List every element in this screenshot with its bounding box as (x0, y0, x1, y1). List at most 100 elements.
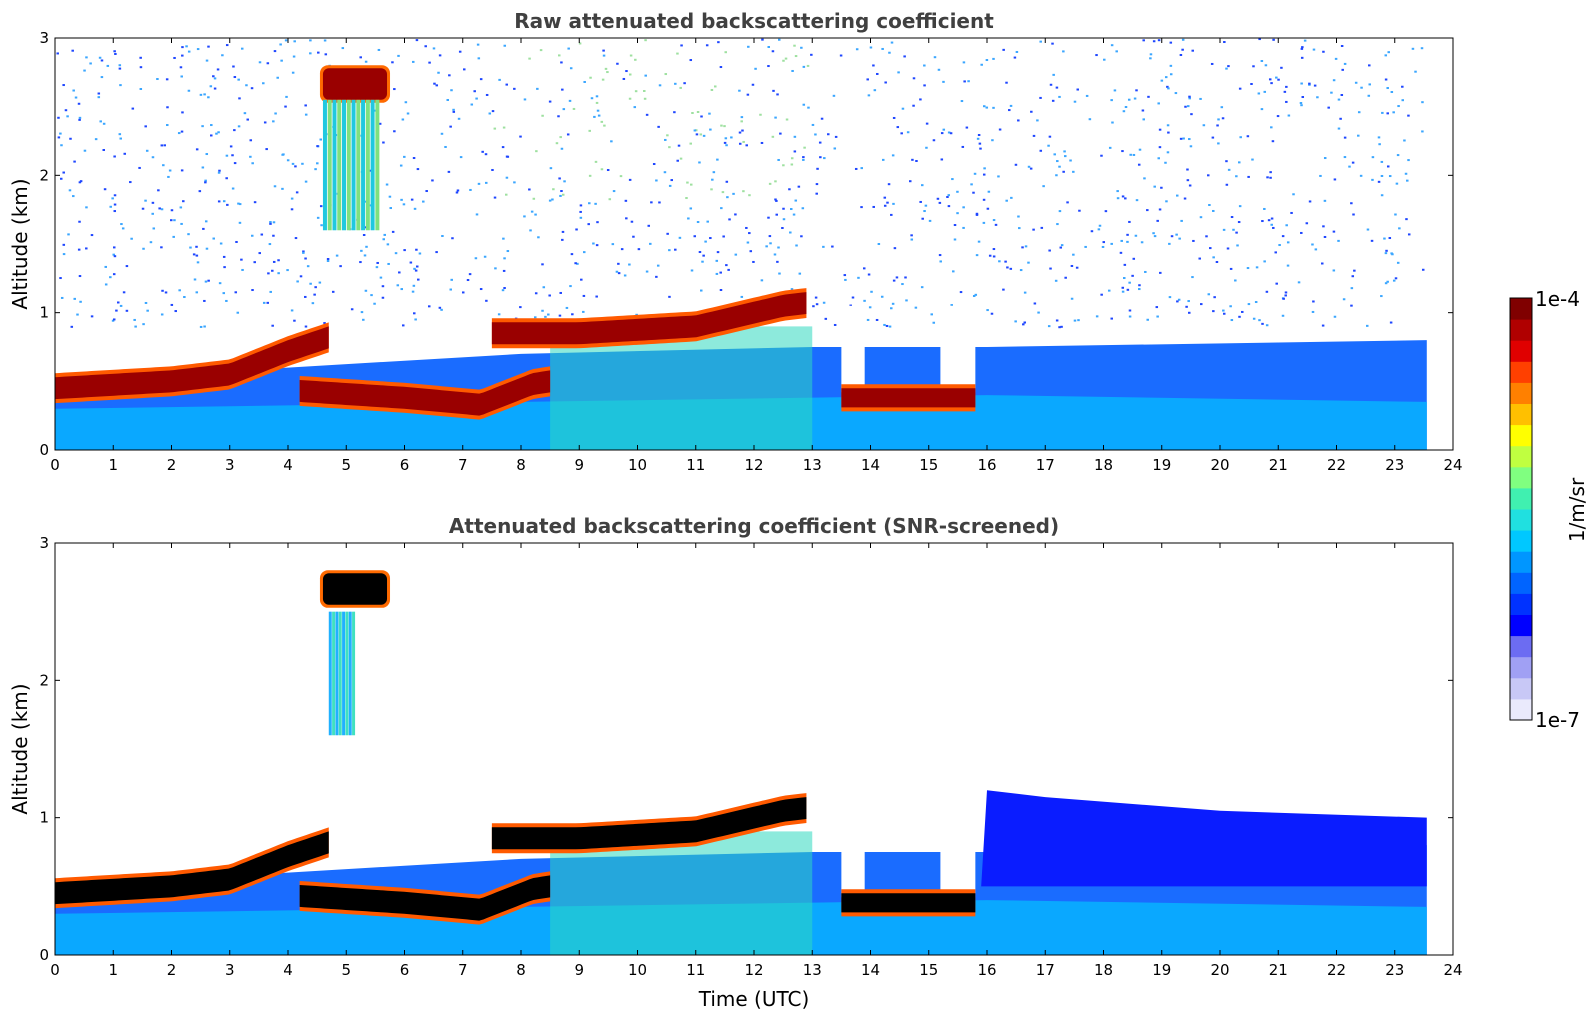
noise-speckle (1123, 277, 1126, 280)
noise-speckle (1333, 315, 1337, 318)
noise-speckle (569, 285, 572, 288)
noise-speckle (962, 61, 966, 64)
noise-speckle (548, 100, 552, 103)
x-tick-label: 0 (50, 456, 60, 474)
noise-speckle (1285, 100, 1288, 103)
noise-speckle (151, 212, 154, 215)
noise-speckle (243, 112, 247, 115)
noise-speckle (414, 318, 417, 321)
noise-speckle (711, 178, 714, 181)
noise-speckle (183, 296, 186, 299)
panel-title-screened: Attenuated backscattering coefficient (S… (449, 514, 1059, 538)
noise-speckle (650, 201, 653, 204)
noise-speckle (1274, 251, 1277, 254)
noise-speckle (284, 39, 288, 42)
noise-speckle (192, 253, 196, 256)
noise-speckle (139, 56, 142, 59)
noise-speckle (1168, 242, 1171, 245)
y-tick-label: 0 (39, 946, 49, 964)
noise-speckle (173, 219, 176, 222)
noise-speckle (160, 144, 164, 147)
noise-speckle (131, 107, 135, 110)
noise-speckle (109, 276, 112, 279)
noise-speckle (461, 291, 465, 294)
noise-speckle (774, 116, 777, 119)
noise-speckle (709, 237, 712, 240)
noise-speckle (416, 168, 420, 171)
noise-speckle (645, 113, 649, 116)
noise-speckle (1407, 114, 1410, 117)
noise-speckle (359, 261, 362, 264)
noise-speckle (1387, 51, 1390, 54)
noise-speckle (385, 183, 389, 186)
noise-speckle (115, 309, 118, 312)
noise-speckle (867, 94, 871, 97)
noise-speckle (1159, 271, 1162, 274)
noise-speckle (536, 87, 539, 90)
noise-speckle (1123, 263, 1127, 266)
noise-speckle (952, 270, 955, 273)
noise-speckle (727, 268, 730, 271)
noise-speckle (396, 284, 400, 287)
noise-speckle (438, 54, 442, 57)
noise-speckle (102, 148, 106, 151)
noise-speckle (544, 315, 547, 318)
noise-speckle (676, 52, 679, 55)
noise-speckle (1397, 105, 1400, 108)
noise-speckle (534, 316, 537, 319)
noise-speckle (1237, 221, 1241, 224)
noise-speckle (668, 184, 672, 187)
colorbar-max-label: 1e-4 (1535, 287, 1580, 311)
noise-speckle (582, 294, 586, 297)
noise-speckle (168, 169, 172, 172)
noise-speckle (587, 223, 590, 226)
noise-speckle (425, 190, 428, 193)
noise-speckle (293, 319, 296, 322)
noise-speckle (389, 207, 393, 210)
noise-speckle (1265, 324, 1269, 327)
noise-speckle (998, 128, 1002, 131)
noise-speckle (457, 117, 461, 120)
noise-speckle (451, 237, 454, 240)
noise-speckle (710, 88, 714, 91)
noise-speckle (174, 310, 177, 313)
noise-speckle (561, 230, 565, 233)
noise-speckle (1367, 94, 1371, 97)
noise-speckle (412, 157, 416, 160)
noise-speckle (1116, 190, 1119, 193)
noise-speckle (118, 67, 122, 70)
fall-streak (361, 99, 366, 231)
noise-speckle (111, 197, 114, 200)
noise-speckle (761, 38, 764, 41)
noise-speckle (600, 120, 604, 123)
noise-speckle (1088, 118, 1092, 121)
noise-speckle (890, 307, 893, 310)
noise-speckle (204, 181, 207, 184)
noise-speckle (670, 179, 673, 182)
noise-speckle (1073, 319, 1077, 322)
noise-speckle (749, 250, 753, 253)
y-tick-label: 0 (39, 441, 49, 459)
noise-speckle (1305, 222, 1309, 225)
fall-streak (342, 99, 347, 231)
noise-speckle (738, 142, 742, 145)
noise-speckle (932, 321, 936, 324)
noise-speckle (1266, 176, 1269, 179)
noise-speckle (1060, 244, 1064, 247)
noise-speckle (1281, 314, 1285, 317)
noise-speckle (1023, 291, 1027, 294)
noise-speckle (956, 190, 959, 193)
x-tick-label: 9 (574, 961, 584, 979)
noise-speckle (877, 243, 881, 246)
noise-speckle (1169, 41, 1173, 44)
noise-speckle (771, 50, 775, 53)
noise-speckle (560, 147, 564, 150)
noise-speckle (304, 180, 308, 183)
noise-speckle (90, 234, 94, 237)
noise-speckle (742, 190, 745, 193)
noise-speckle (1405, 218, 1408, 221)
noise-speckle (563, 180, 566, 183)
noise-speckle (1380, 194, 1384, 197)
noise-speckle (233, 129, 236, 132)
noise-speckle (687, 217, 690, 220)
